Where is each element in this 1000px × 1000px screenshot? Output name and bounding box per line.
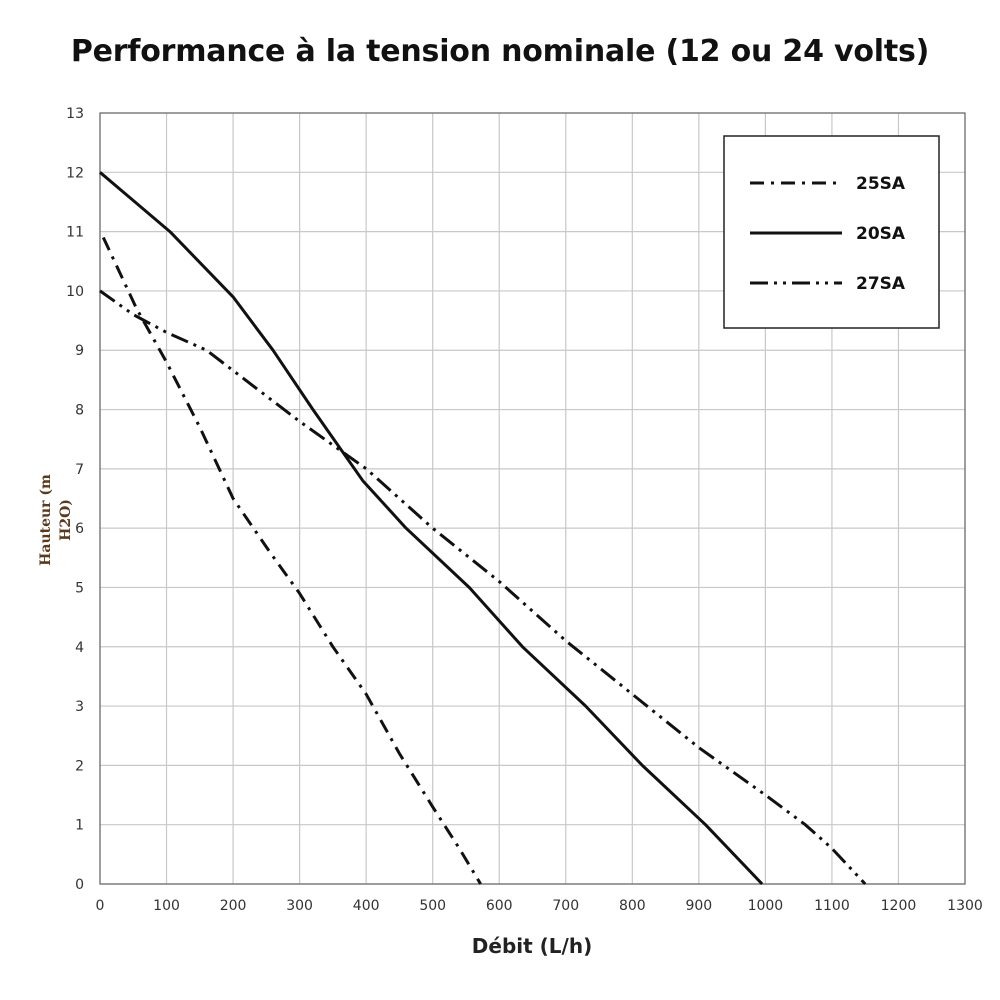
x-tick-label: 0: [96, 898, 105, 914]
legend-label-25SA: 25SA: [856, 174, 906, 194]
series-line-20SA: [99, 171, 764, 886]
x-tick-label: 1000: [748, 898, 784, 914]
x-tick-label: 100: [153, 898, 180, 914]
series-line-27SA: [99, 289, 867, 886]
y-tick-label: 7: [75, 462, 84, 478]
y-tick-label: 4: [75, 640, 84, 656]
x-tick-label: 800: [619, 898, 646, 914]
y-tick-label: 5: [75, 580, 84, 596]
y-tick-label: 2: [75, 758, 84, 774]
series-line-25SA: [101, 236, 482, 885]
y-tick-label: 11: [66, 225, 84, 241]
x-axis-ticks: 0 100 200 300 400 500 600 700 800 900 1000 1100 1200…: [96, 898, 983, 914]
y-tick-label: 1: [75, 818, 84, 834]
x-tick-label: 1200: [881, 898, 917, 914]
y-axis-title-line-2: H2O): [58, 499, 74, 541]
x-tick-label: 400: [353, 898, 380, 914]
y-tick-label: 8: [75, 403, 84, 419]
legend-label-27SA: 27SA: [856, 274, 906, 294]
series-group: [99, 171, 867, 886]
x-tick-label: 700: [552, 898, 579, 914]
y-axis-title-line-1: Hauteur (m: [38, 474, 54, 566]
y-tick-label: 10: [66, 284, 84, 300]
x-tick-label: 900: [685, 898, 712, 914]
chart-title: Performance à la tension nominale (12 ou…: [70, 34, 930, 69]
x-tick-label: 300: [286, 898, 313, 914]
y-tick-label: 12: [66, 165, 84, 181]
y-tick-label: 13: [66, 106, 84, 122]
legend: 25SA 20SA 27SA: [723, 135, 940, 329]
y-tick-label: 9: [75, 343, 84, 359]
y-axis-title: Hauteur (m H2O): [38, 474, 74, 566]
x-tick-label: 600: [486, 898, 513, 914]
x-tick-label: 1300: [947, 898, 983, 914]
legend-label-20SA: 20SA: [856, 224, 906, 244]
x-axis-title: Débit (L/h): [472, 934, 592, 958]
x-tick-label: 500: [419, 898, 446, 914]
y-tick-label: 3: [75, 699, 84, 715]
x-tick-label: 1100: [814, 898, 850, 914]
y-tick-label: 6: [75, 521, 84, 537]
x-tick-label: 200: [220, 898, 247, 914]
y-tick-label: 0: [75, 877, 84, 893]
plot-area: [99, 112, 966, 885]
